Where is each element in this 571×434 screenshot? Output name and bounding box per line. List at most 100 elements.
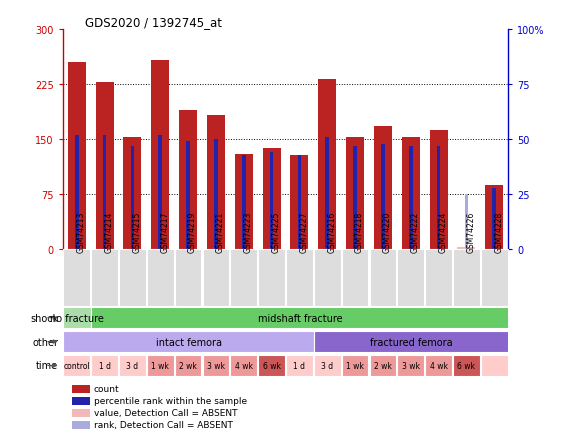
Text: GSM74215: GSM74215 bbox=[132, 211, 142, 253]
Text: GDS2020 / 1392745_at: GDS2020 / 1392745_at bbox=[85, 16, 222, 29]
Bar bbox=[242, 155, 246, 250]
Text: GSM74216: GSM74216 bbox=[327, 211, 336, 253]
Text: GSM74227: GSM74227 bbox=[299, 211, 308, 253]
Bar bbox=[425, 250, 452, 306]
Bar bbox=[123, 138, 142, 250]
Bar bbox=[353, 147, 357, 250]
Bar bbox=[314, 355, 341, 376]
Bar bbox=[429, 131, 448, 250]
Text: value, Detection Call = ABSENT: value, Detection Call = ABSENT bbox=[94, 408, 238, 418]
Bar bbox=[230, 250, 257, 306]
Bar bbox=[397, 250, 424, 306]
Bar bbox=[453, 355, 480, 376]
Bar bbox=[402, 138, 420, 250]
Bar bbox=[131, 147, 134, 250]
Bar bbox=[63, 355, 90, 376]
Bar bbox=[203, 250, 230, 306]
Text: GSM74226: GSM74226 bbox=[467, 211, 476, 253]
Bar bbox=[492, 188, 496, 250]
Text: GSM74228: GSM74228 bbox=[494, 211, 503, 253]
Text: 1 wk: 1 wk bbox=[151, 361, 169, 370]
Bar bbox=[72, 409, 90, 417]
Text: 2 wk: 2 wk bbox=[374, 361, 392, 370]
Text: GSM74214: GSM74214 bbox=[104, 211, 114, 253]
Bar bbox=[186, 142, 190, 250]
Bar bbox=[425, 355, 452, 376]
Text: 3 wk: 3 wk bbox=[207, 361, 225, 370]
Bar bbox=[63, 331, 314, 352]
Bar bbox=[291, 156, 308, 250]
Text: rank, Detection Call = ABSENT: rank, Detection Call = ABSENT bbox=[94, 421, 233, 429]
Bar bbox=[341, 250, 368, 306]
Bar bbox=[151, 61, 169, 250]
Bar bbox=[95, 83, 114, 250]
Text: control: control bbox=[63, 361, 90, 370]
Bar bbox=[457, 247, 476, 250]
Text: GSM74224: GSM74224 bbox=[439, 211, 448, 253]
Bar bbox=[119, 355, 146, 376]
Bar bbox=[325, 138, 329, 250]
Bar bbox=[286, 355, 313, 376]
Bar bbox=[346, 138, 364, 250]
Bar bbox=[286, 250, 313, 306]
Bar bbox=[369, 355, 396, 376]
Text: midshaft fracture: midshaft fracture bbox=[258, 313, 342, 323]
Bar bbox=[68, 63, 86, 250]
Text: GSM74217: GSM74217 bbox=[160, 211, 169, 253]
Text: other: other bbox=[33, 337, 58, 347]
Bar bbox=[91, 355, 118, 376]
Bar bbox=[158, 135, 162, 250]
Text: percentile rank within the sample: percentile rank within the sample bbox=[94, 397, 247, 405]
Bar bbox=[258, 355, 285, 376]
Bar bbox=[270, 153, 274, 250]
Bar bbox=[230, 355, 257, 376]
Bar bbox=[314, 250, 341, 306]
Text: GSM74223: GSM74223 bbox=[244, 211, 253, 253]
Text: count: count bbox=[94, 385, 119, 394]
Bar bbox=[235, 155, 253, 250]
Bar bbox=[397, 355, 424, 376]
Bar bbox=[485, 185, 503, 250]
Text: 4 wk: 4 wk bbox=[429, 361, 448, 370]
Text: GSM74213: GSM74213 bbox=[77, 211, 86, 253]
Bar bbox=[481, 355, 508, 376]
Text: GSM74222: GSM74222 bbox=[411, 211, 420, 253]
Bar bbox=[175, 355, 202, 376]
Bar bbox=[147, 250, 174, 306]
Bar bbox=[258, 250, 285, 306]
Text: 2 wk: 2 wk bbox=[179, 361, 197, 370]
Text: GSM74219: GSM74219 bbox=[188, 211, 197, 253]
Text: 1 wk: 1 wk bbox=[346, 361, 364, 370]
Text: 6 wk: 6 wk bbox=[457, 361, 476, 370]
Bar bbox=[314, 331, 509, 352]
Bar bbox=[369, 250, 396, 306]
Text: GSM74221: GSM74221 bbox=[216, 211, 225, 253]
Bar bbox=[341, 355, 368, 376]
Text: no fracture: no fracture bbox=[50, 313, 104, 323]
Text: 6 wk: 6 wk bbox=[263, 361, 280, 370]
Text: GSM74218: GSM74218 bbox=[355, 211, 364, 253]
Bar bbox=[381, 145, 385, 250]
Bar bbox=[214, 140, 218, 250]
Bar bbox=[63, 307, 91, 329]
Text: 3 d: 3 d bbox=[126, 361, 138, 370]
Text: GSM74225: GSM74225 bbox=[272, 211, 280, 253]
Bar bbox=[147, 355, 174, 376]
Bar bbox=[207, 116, 225, 250]
Text: intact femora: intact femora bbox=[156, 337, 222, 347]
Text: 4 wk: 4 wk bbox=[235, 361, 253, 370]
Bar bbox=[465, 195, 468, 250]
Bar bbox=[103, 135, 106, 250]
Bar bbox=[75, 135, 79, 250]
Text: time: time bbox=[36, 361, 58, 371]
Text: 3 d: 3 d bbox=[321, 361, 333, 370]
Bar bbox=[409, 147, 413, 250]
Bar bbox=[72, 397, 90, 405]
Bar bbox=[72, 385, 90, 393]
Bar bbox=[453, 250, 480, 306]
Bar bbox=[318, 80, 336, 250]
Bar bbox=[63, 250, 90, 306]
Text: GSM74220: GSM74220 bbox=[383, 211, 392, 253]
Bar bbox=[297, 155, 301, 250]
Bar bbox=[91, 250, 118, 306]
